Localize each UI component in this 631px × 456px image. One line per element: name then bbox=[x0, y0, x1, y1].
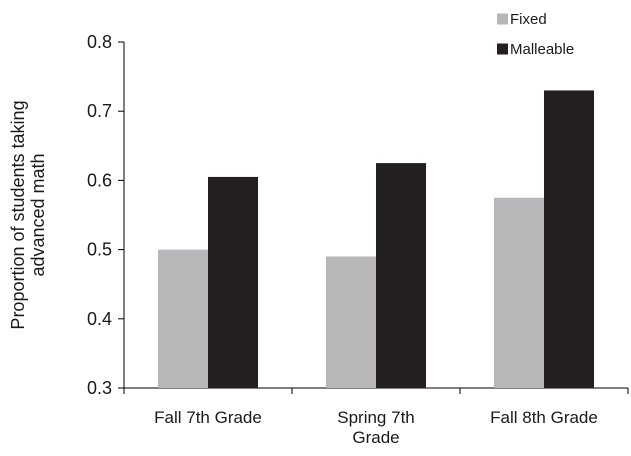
x-axis bbox=[124, 388, 628, 394]
bar-malleable bbox=[544, 90, 594, 388]
x-tick-label: Fall 7th Grade bbox=[154, 408, 262, 427]
y-tick-label: 0.6 bbox=[87, 170, 112, 190]
y-tick-label: 0.5 bbox=[87, 240, 112, 260]
bar-fixed bbox=[158, 250, 208, 388]
y-axis-title: Proportion of students taking advanced ma… bbox=[8, 100, 48, 329]
y-axis: 0.3 0.4 0.5 0.6 0.7 0.8 bbox=[87, 32, 124, 398]
y-axis-title-line: advanced math bbox=[28, 153, 48, 276]
legend: Fixed Malleable bbox=[497, 11, 574, 58]
x-tick-label: Grade bbox=[352, 428, 399, 447]
bar-malleable bbox=[208, 177, 258, 388]
x-tick-label: Fall 8th Grade bbox=[490, 408, 598, 427]
y-tick-label: 0.3 bbox=[87, 378, 112, 398]
bar-fixed bbox=[326, 257, 376, 388]
y-tick-label: 0.7 bbox=[87, 101, 112, 121]
bars bbox=[158, 90, 594, 388]
bar-fixed bbox=[494, 198, 544, 388]
bar-malleable bbox=[376, 163, 426, 388]
legend-swatch-fixed bbox=[497, 14, 508, 25]
legend-label-fixed: Fixed bbox=[510, 11, 547, 28]
x-tick-label: Spring 7th bbox=[337, 408, 415, 427]
y-tick-label: 0.4 bbox=[87, 309, 112, 329]
legend-label-malleable: Malleable bbox=[510, 41, 574, 58]
legend-swatch-malleable bbox=[497, 44, 508, 55]
y-axis-title-line: Proportion of students taking bbox=[8, 100, 28, 329]
y-tick-label: 0.8 bbox=[87, 32, 112, 52]
